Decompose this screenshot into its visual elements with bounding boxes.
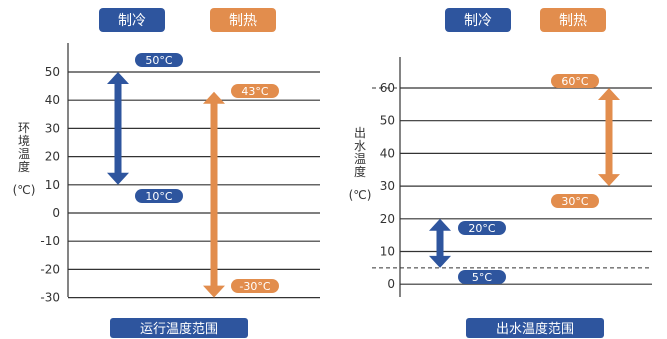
caption-badge [466, 318, 604, 338]
range-arrow-cooling [107, 72, 129, 185]
y-tick-label: 50 [45, 65, 60, 79]
legend-label-heating: 制热 [229, 13, 257, 29]
legend-label-cooling: 制冷 [464, 13, 492, 29]
value-badge-heating-max [551, 74, 599, 88]
caption-badge [110, 318, 248, 338]
y-tick-label: 10 [45, 178, 60, 192]
y-axis-unit: (℃) [349, 188, 372, 202]
y-tick-label: -10 [40, 234, 60, 248]
y-axis-label-char: 出 [354, 126, 366, 140]
caption-label: 出水温度范围 [496, 321, 574, 337]
y-axis-label-char: 境 [18, 133, 30, 148]
y-axis-unit: (℃) [13, 183, 36, 197]
value-badge-heating-max [231, 84, 279, 98]
y-tick-label: 0 [52, 206, 60, 220]
legend-badge-heating [540, 8, 606, 32]
y-axis-label-char: 温 [18, 147, 30, 161]
y-tick-label: 20 [380, 212, 395, 226]
y-tick-label: 40 [380, 146, 395, 160]
y-tick-label: 50 [380, 114, 395, 128]
y-tick-label: -20 [40, 262, 60, 276]
y-tick-label: 10 [380, 245, 395, 259]
legend-badge-cooling [445, 8, 511, 32]
value-label-heating-max: 43°C [241, 85, 268, 98]
value-badge-cooling-max [135, 53, 183, 67]
y-tick-label: -30 [40, 291, 60, 305]
y-axis-label-char: 温 [354, 152, 366, 166]
y-axis-label-char: 度 [354, 164, 366, 179]
legend-badge-cooling [99, 8, 165, 32]
value-label-heating-max: 60°C [561, 75, 588, 88]
value-label-cooling-min: 5°C [472, 271, 492, 284]
value-badge-heating-min [231, 279, 279, 293]
legend-badge-heating [210, 8, 276, 32]
value-label-cooling-max: 50°C [145, 54, 172, 67]
y-tick-label: 0 [387, 277, 395, 291]
y-tick-label: 40 [45, 93, 60, 107]
chart-panel-2: 制冷 制热6050403020100出水温度(℃)20°C5°C60°C30°C出… [349, 8, 652, 338]
y-axis-label-char: 度 [18, 159, 30, 174]
y-tick-label: 30 [45, 121, 60, 135]
range-arrow-cooling [429, 218, 451, 268]
value-label-heating-min: -30°C [239, 280, 270, 293]
range-arrow-heating [203, 91, 225, 298]
value-label-heating-min: 30°C [561, 195, 588, 208]
value-badge-cooling-min [458, 270, 506, 284]
legend-label-cooling: 制冷 [118, 13, 146, 29]
range-arrow-heating [598, 88, 620, 187]
y-axis-label-char: 水 [354, 139, 366, 153]
value-label-cooling-max: 20°C [468, 222, 495, 235]
caption-label: 运行温度范围 [140, 321, 218, 337]
y-tick-label: 20 [45, 150, 60, 164]
y-axis-label-char: 环 [18, 121, 30, 135]
value-label-cooling-min: 10°C [145, 190, 172, 203]
value-badge-cooling-max [458, 221, 506, 235]
value-badge-heating-min [551, 194, 599, 208]
value-badge-cooling-min [135, 189, 183, 203]
y-tick-label: 30 [380, 179, 395, 193]
legend-label-heating: 制热 [559, 13, 587, 29]
